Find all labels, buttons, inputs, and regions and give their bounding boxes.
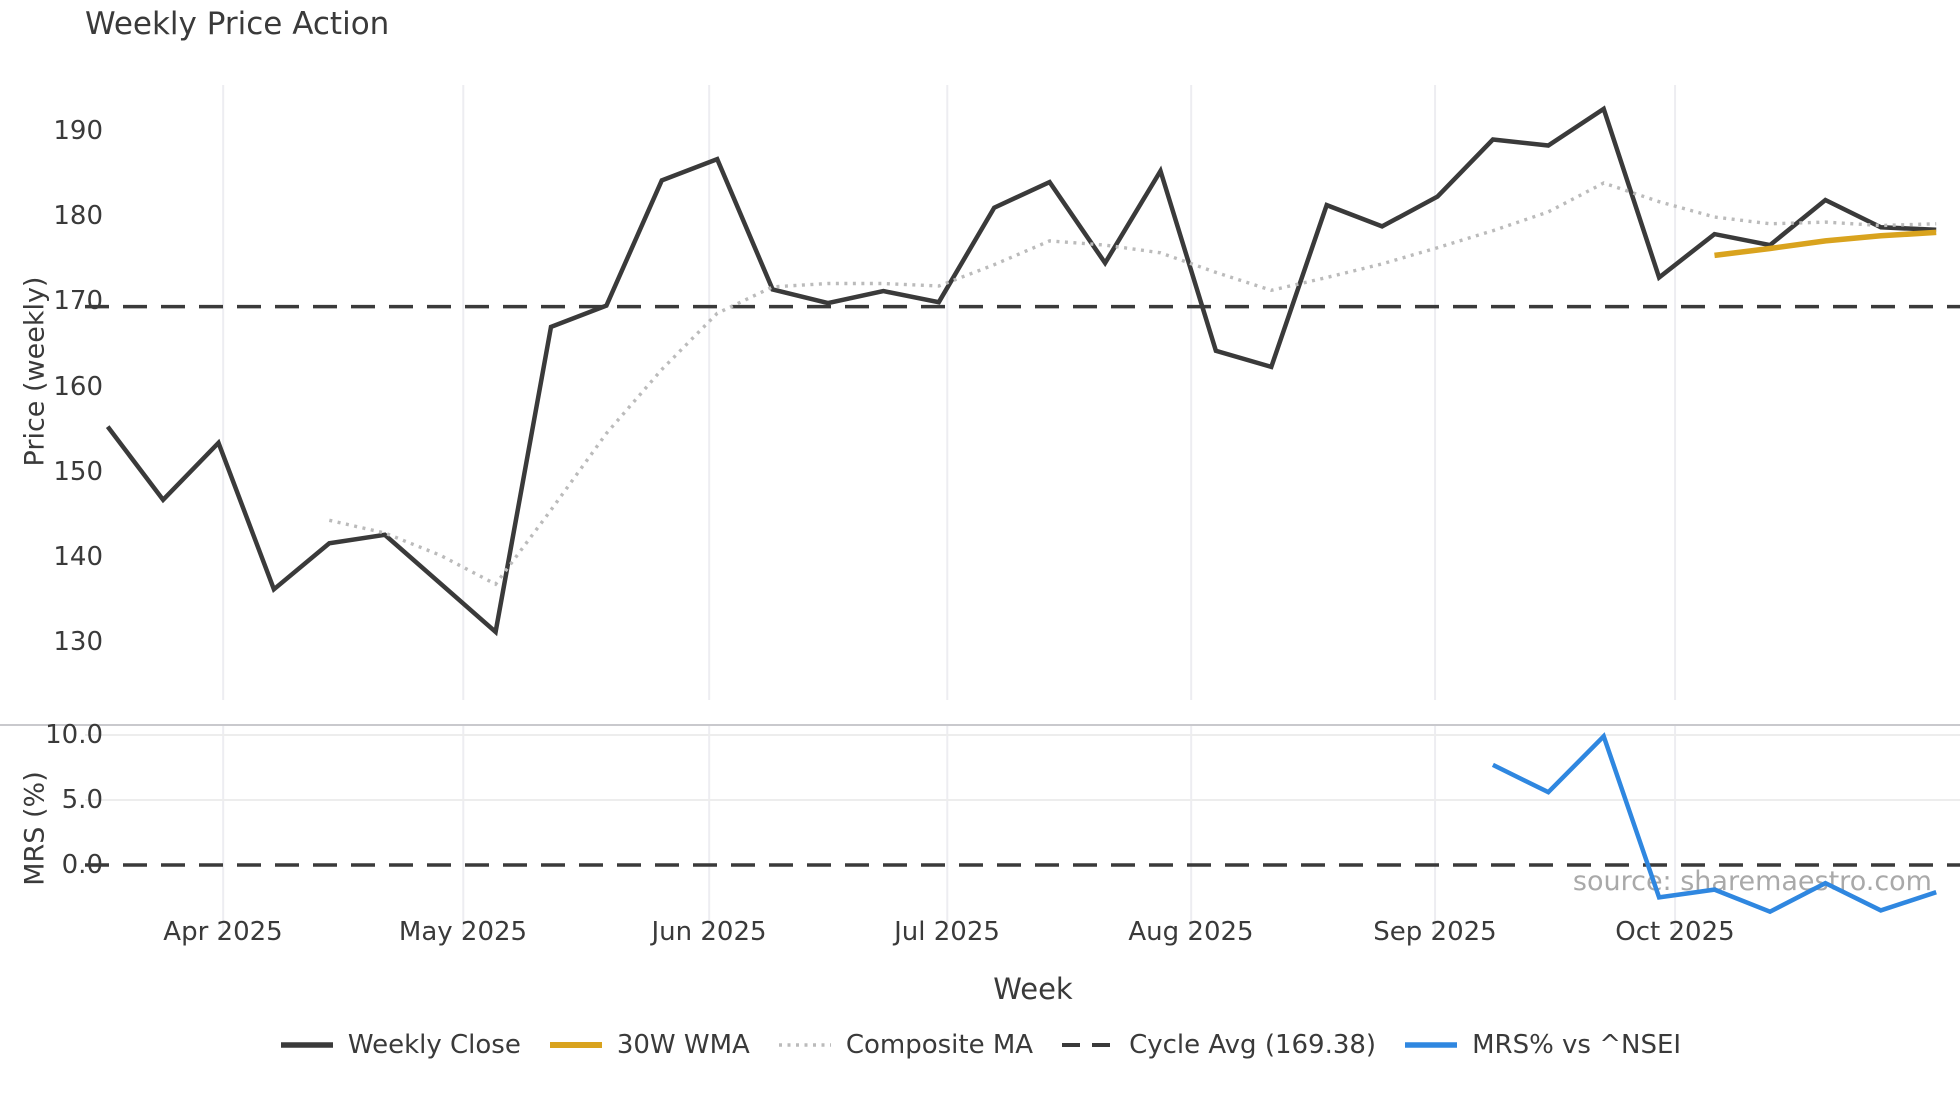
x-tick-label: Oct 2025: [1615, 917, 1735, 947]
legend-item-cycle-avg: Cycle Avg (169.38): [1060, 1030, 1376, 1060]
mrs-ytick-label: 0.0: [61, 850, 103, 880]
legend-item-30w-wma: 30W WMA: [548, 1030, 750, 1060]
x-tick-label: Jul 2025: [894, 917, 1000, 947]
price-ytick-label: 180: [53, 201, 103, 231]
legend-item-composite-ma: Composite MA: [777, 1030, 1033, 1060]
legend-label-composite-ma: Composite MA: [845, 1030, 1034, 1060]
legend-swatch-composite-ma-icon: [778, 1043, 831, 1047]
x-axis-label: Week: [993, 972, 1073, 1006]
series-30w-wma-line: [1714, 229, 1937, 259]
series-composite-ma-line: [328, 181, 1937, 587]
legend-item-weekly-close: Weekly Close: [279, 1030, 521, 1060]
price-ytick-label: 190: [53, 116, 103, 146]
price-ytick-label: 170: [53, 286, 103, 316]
legend: Weekly Close 30W WMA Composite MA Cycle …: [0, 1030, 1960, 1060]
price-ytick-label: 140: [53, 542, 103, 572]
legend-swatch-30w-wma-icon: [549, 1042, 602, 1048]
x-tick-label: May 2025: [398, 917, 528, 947]
legend-swatch-cycle-avg-icon: [1062, 1043, 1115, 1047]
legend-item-mrs: MRS% vs ^NSEI: [1403, 1030, 1681, 1060]
series-mrs-vs-nsei-line: [1491, 732, 1937, 915]
x-tick-label: Jun 2025: [651, 917, 767, 947]
legend-label-cycle-avg: Cycle Avg (169.38): [1129, 1030, 1377, 1060]
series-weekly-close-line: [105, 105, 1937, 637]
x-tick-label: Apr 2025: [163, 917, 283, 947]
x-tick-label: Sep 2025: [1373, 917, 1497, 947]
x-tick-label: Aug 2025: [1128, 917, 1254, 947]
mrs-ytick-label: 10.0: [45, 720, 103, 750]
mrs-ytick-label: 5.0: [61, 785, 103, 815]
legend-label-mrs: MRS% vs ^NSEI: [1472, 1030, 1682, 1060]
source-watermark: source: sharemaestro.com: [1572, 866, 1932, 897]
price-ytick-label: 150: [53, 457, 103, 487]
legend-swatch-mrs-icon: [1405, 1042, 1458, 1048]
price-ytick-label: 130: [53, 627, 103, 657]
chart-title: Weekly Price Action: [85, 6, 390, 42]
legend-label-30w-wma: 30W WMA: [616, 1030, 750, 1060]
legend-swatch-weekly-close-icon: [280, 1042, 333, 1048]
legend-label-weekly-close: Weekly Close: [347, 1030, 521, 1060]
price-ytick-label: 160: [53, 372, 103, 402]
